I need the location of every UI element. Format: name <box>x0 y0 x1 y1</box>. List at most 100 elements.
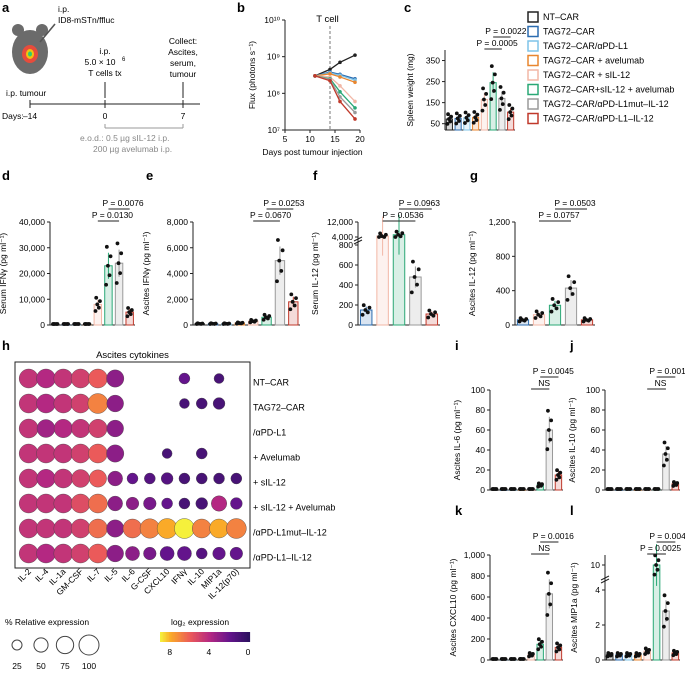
e-point <box>195 321 200 326</box>
h-colorbar-cell <box>214 632 216 642</box>
h-bubble <box>106 444 125 463</box>
e-ylabel: Ascites IFNγ (pg ml⁻¹) <box>141 231 151 315</box>
h-bubble <box>213 373 225 384</box>
k-sig-label: NS <box>538 543 550 553</box>
h-bubble <box>18 368 39 389</box>
c-point <box>481 86 485 91</box>
b-point <box>353 80 357 85</box>
panel-label-b: b <box>237 0 245 15</box>
c-point <box>445 122 450 126</box>
h-bubble <box>70 393 91 414</box>
c-point <box>471 120 476 125</box>
d-point <box>94 295 99 300</box>
h-colorbar-cell <box>188 632 191 642</box>
h-bubble <box>88 419 108 438</box>
h-colorbar-tick: 8 <box>167 647 172 657</box>
h-bubble <box>70 518 91 539</box>
h-colorbar-cell <box>245 632 248 642</box>
g-point <box>581 319 586 324</box>
g-point <box>572 280 577 285</box>
b-point <box>353 110 357 115</box>
g-point <box>565 298 570 302</box>
g-point <box>524 317 529 321</box>
h-colorbar-cell <box>235 632 237 642</box>
h-size-tick: 75 <box>60 661 70 671</box>
h-frame <box>14 361 251 569</box>
h-size-bubble <box>11 639 23 651</box>
h-bubble <box>88 543 108 564</box>
l-point <box>643 646 648 651</box>
h-colorbar-cell <box>197 632 200 642</box>
c-point <box>457 113 462 118</box>
f-point <box>400 231 405 236</box>
h-colorbar-cell <box>160 632 162 642</box>
b-series-line <box>314 73 356 83</box>
k-point <box>518 656 523 661</box>
f-point <box>416 267 421 272</box>
h-colorbar-cell <box>238 632 240 642</box>
h-colorbar-cell <box>193 632 195 642</box>
h-colorbar-cell <box>229 632 231 642</box>
h-bubble <box>88 493 108 514</box>
c-point <box>482 97 486 102</box>
d-point <box>127 310 132 315</box>
c-point <box>464 115 469 120</box>
h-bubble <box>211 495 227 512</box>
legend-swatch <box>527 112 539 125</box>
l-point <box>655 567 660 572</box>
g-point <box>552 303 557 308</box>
panel-label-g: g <box>470 168 478 183</box>
k-ytick-label: 1,000 <box>464 550 486 560</box>
d-point <box>108 254 113 259</box>
h-colorbar-cell <box>179 632 182 642</box>
panel-label-e: e <box>146 168 153 183</box>
i-point <box>494 487 499 491</box>
c-point <box>509 113 514 118</box>
k-point <box>521 657 526 661</box>
h-bubble <box>88 443 108 464</box>
l-sig-label: P = 0.0047 <box>649 531 685 541</box>
i-ytick-label: 0 <box>480 485 485 495</box>
h-size-label: % Relative expression <box>5 617 89 627</box>
j-point <box>672 480 676 484</box>
c-point <box>500 102 505 107</box>
h-bubble <box>161 448 173 459</box>
l-axis-break <box>600 578 610 584</box>
l-point <box>672 648 676 653</box>
j-ytick-label: 40 <box>591 445 601 455</box>
h-bubble <box>107 470 123 487</box>
i-point <box>521 487 526 491</box>
c-point <box>472 110 477 114</box>
l-point <box>665 601 670 606</box>
h-bubble <box>196 547 208 560</box>
e-point <box>222 321 227 326</box>
k-point <box>555 641 559 646</box>
j-point <box>625 487 629 491</box>
j-point <box>664 457 669 462</box>
d-point <box>83 322 88 326</box>
e-point <box>253 318 258 323</box>
h-colorbar-cell <box>232 632 234 642</box>
k-ytick-label: 800 <box>471 571 485 581</box>
c-point <box>446 112 450 117</box>
legend-swatch <box>527 83 539 96</box>
e-point <box>262 312 267 317</box>
h-bubble <box>87 393 109 414</box>
h-bubble <box>143 496 157 511</box>
h-bubble <box>230 472 243 485</box>
i-point <box>558 470 563 475</box>
g-point <box>517 319 522 324</box>
tx-line1: i.p. <box>99 46 110 56</box>
f-ytick-label: 12,000 <box>327 217 353 227</box>
l-point <box>656 558 661 563</box>
f-ytick-label: 800 <box>339 240 353 250</box>
l-point <box>637 652 642 656</box>
b-series-line <box>314 75 356 102</box>
c-point <box>463 121 467 125</box>
g-ytick-label: 800 <box>496 251 510 261</box>
c-point <box>447 117 451 121</box>
h-bubble <box>18 393 39 414</box>
h-bubble <box>179 398 190 409</box>
j-sig-label: NS <box>655 378 667 388</box>
panel-label-k: k <box>455 503 463 518</box>
